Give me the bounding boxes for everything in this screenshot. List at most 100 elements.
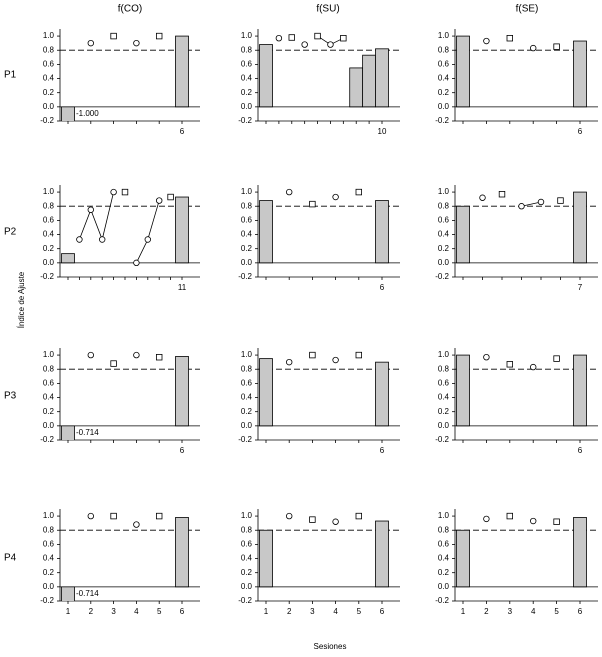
y-tick-label: -0.2: [40, 435, 54, 444]
plot-area: [61, 188, 189, 267]
y-tick-label: 1.0: [241, 511, 253, 520]
x-tick-label: 5: [554, 607, 559, 616]
circle-marker: [327, 41, 334, 48]
bar: [259, 44, 273, 108]
y-tick-label: 0.2: [241, 568, 253, 577]
square-marker: [110, 32, 117, 40]
panel: -0.2 0.0 0.2 0.4 0.6 0.8 1.0 6: [435, 29, 598, 136]
circle-marker: [110, 188, 117, 196]
square-marker: [355, 351, 362, 359]
value-label: -0.714: [76, 428, 99, 437]
x-tick-label: 2: [89, 607, 94, 616]
y-tick-label: 0.4: [241, 74, 253, 83]
y-tick-label: 1.0: [438, 31, 450, 40]
circle-marker: [286, 358, 293, 366]
y-tick-label: 0.4: [43, 230, 55, 239]
y-tick-label: 0.0: [241, 582, 253, 591]
y-tick-label: 0.2: [43, 407, 55, 416]
bar: [573, 191, 587, 264]
square-marker: [498, 190, 506, 198]
y-tick-label: 0.8: [438, 525, 450, 534]
y-tick-label: -0.2: [238, 435, 252, 444]
y-tick-label: 0.0: [438, 102, 450, 111]
panel: -0.2 0.0 0.2 0.4 0.6 0.8 1.0 1 2 3 4 5 6 -0.714: [40, 509, 200, 616]
x-tick-label: 1: [264, 607, 269, 616]
bar: [175, 517, 189, 588]
circle-marker: [87, 39, 94, 47]
row-label: P2: [4, 227, 17, 238]
bar: [362, 54, 377, 108]
square-marker: [553, 43, 560, 50]
x-tick-label: 1: [66, 607, 71, 616]
y-tick-label: 0.2: [43, 244, 55, 253]
bar: [349, 67, 364, 108]
x-tick-label: 6: [180, 607, 185, 616]
x-tick-label: 6: [180, 127, 185, 136]
x-tick-label: 3: [310, 607, 315, 616]
y-tick-label: 1.0: [43, 31, 55, 40]
square-marker: [506, 361, 513, 368]
plot-area: [259, 32, 389, 108]
panel: -0.2 0.0 0.2 0.4 0.6 0.8 1.0 6 -0.714: [40, 348, 200, 455]
circle-marker: [133, 521, 140, 528]
y-tick-label: 1.0: [43, 187, 55, 196]
circle-marker: [275, 35, 283, 42]
y-tick-label: 0.8: [241, 525, 253, 534]
bar: [456, 35, 470, 108]
y-tick-label: 0.8: [438, 201, 450, 210]
circle-marker: [479, 194, 486, 201]
row-label: P4: [4, 553, 17, 564]
x-axis-label: Sesiones: [314, 642, 347, 651]
y-tick-label: 0.0: [241, 258, 253, 267]
circle-marker: [133, 351, 140, 359]
x-tick-label: 3: [111, 607, 116, 616]
row-label: P1: [4, 70, 17, 81]
circle-marker: [332, 518, 339, 525]
y-tick-label: 0.0: [241, 421, 253, 430]
line: [521, 201, 542, 207]
y-tick-label: 0.2: [241, 407, 253, 416]
y-tick-label: 0.4: [43, 554, 55, 563]
y-tick-label: 0.6: [241, 378, 253, 387]
x-tick-label: 5: [357, 607, 362, 616]
y-tick-label: -0.2: [238, 116, 252, 125]
y-tick-label: 1.0: [43, 350, 55, 359]
y-tick-label: -0.2: [238, 272, 252, 281]
bar: [375, 361, 389, 427]
y-tick-label: 0.0: [438, 258, 450, 267]
bar: [375, 520, 389, 588]
circle-marker: [87, 206, 94, 213]
plot-area: [456, 35, 587, 108]
panel: -0.2 0.0 0.2 0.4 0.6 0.8 1.0 6: [435, 348, 598, 455]
square-marker: [355, 188, 362, 196]
x-tick-label: 6: [578, 607, 583, 616]
y-tick-label: 0.0: [43, 102, 55, 111]
bar: [175, 35, 189, 108]
x-tick-label: 6: [180, 446, 185, 455]
panel: -0.2 0.0 0.2 0.4 0.6 0.8 1.0 6 -1.000: [40, 29, 200, 136]
y-tick-label: 0.6: [438, 59, 450, 68]
column-header: f(SE): [516, 4, 539, 15]
bar: [375, 48, 389, 108]
plot-area: [61, 512, 189, 601]
x-tick-label: 3: [508, 607, 513, 616]
y-tick-label: 0.6: [241, 215, 253, 224]
square-marker: [309, 516, 316, 523]
panel: -0.2 0.0 0.2 0.4 0.6 0.8 1.0 6: [238, 185, 400, 292]
circle-marker: [518, 203, 525, 210]
y-tick-label: 0.6: [43, 539, 55, 548]
y-tick-label: 0.4: [43, 393, 55, 402]
circle-marker: [483, 515, 490, 523]
plot-area: [61, 351, 189, 440]
bar: [259, 358, 273, 427]
square-marker: [553, 518, 560, 525]
square-marker: [309, 200, 316, 208]
row-label: P3: [4, 391, 17, 402]
y-tick-label: 0.8: [43, 45, 55, 54]
square-marker: [167, 193, 174, 201]
square-marker: [110, 360, 117, 367]
circle-marker: [483, 354, 490, 361]
bar: [456, 205, 470, 264]
x-tick-label: 10: [378, 127, 387, 136]
y-tick-label: 0.2: [438, 407, 450, 416]
